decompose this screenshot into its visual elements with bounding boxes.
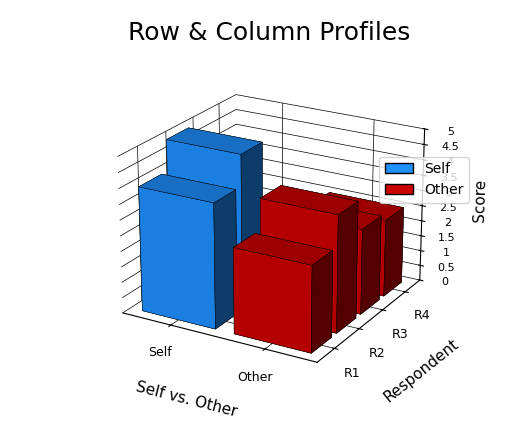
Title: Row & Column Profiles: Row & Column Profiles [128, 21, 411, 45]
Y-axis label: Respondent: Respondent [381, 336, 462, 405]
Legend: Self, Other: Self, Other [379, 157, 469, 202]
X-axis label: Self vs. Other: Self vs. Other [134, 380, 239, 420]
